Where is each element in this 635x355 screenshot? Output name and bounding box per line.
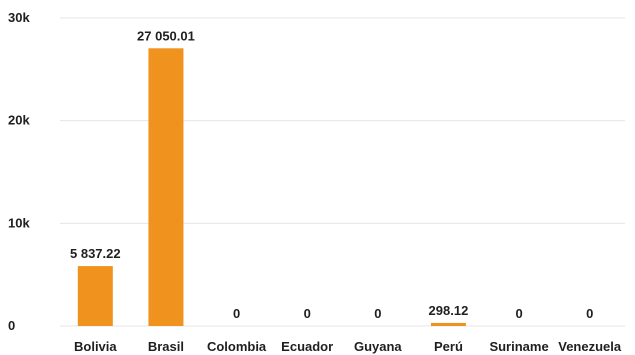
y-tick-label: 0 — [8, 318, 15, 333]
x-tick-label-bolivia: Bolivia — [74, 339, 117, 354]
data-label-colombia: 0 — [233, 306, 240, 321]
y-tick-label: 20k — [8, 113, 30, 128]
bar-perú — [430, 322, 466, 326]
bar-bolivia — [77, 266, 113, 326]
x-tick-label-venezuela: Venezuela — [558, 339, 622, 354]
bar-brasil — [148, 48, 184, 327]
gridlines — [60, 17, 625, 327]
data-label-ecuador: 0 — [304, 306, 311, 321]
x-tick-label-colombia: Colombia — [207, 339, 267, 354]
bars — [77, 48, 466, 327]
data-label-bolivia: 5 837.22 — [70, 246, 121, 261]
data-label-guyana: 0 — [374, 306, 381, 321]
x-tick-label-ecuador: Ecuador — [281, 339, 333, 354]
y-axis-ticks: 0 10k 20k 30k — [8, 10, 30, 333]
x-tick-label-guyana: Guyana — [354, 339, 402, 354]
data-label-perú: 298.12 — [429, 303, 469, 318]
data-label-venezuela: 0 — [586, 306, 593, 321]
x-tick-label-suriname: Suriname — [489, 339, 548, 354]
data-label-brasil: 27 050.01 — [137, 28, 195, 43]
data-label-suriname: 0 — [515, 306, 522, 321]
x-tick-label-brasil: Brasil — [148, 339, 184, 354]
y-tick-label: 30k — [8, 10, 30, 25]
x-axis-ticks: Bolivia Brasil Colombia Ecuador Guyana Perú Su… — [74, 339, 622, 354]
y-tick-label: 10k — [8, 215, 30, 230]
x-tick-label-perú: Perú — [434, 339, 463, 354]
data-labels: 5 837.22 27 050.01 0 0 0 298.12 0 0 — [70, 28, 593, 321]
